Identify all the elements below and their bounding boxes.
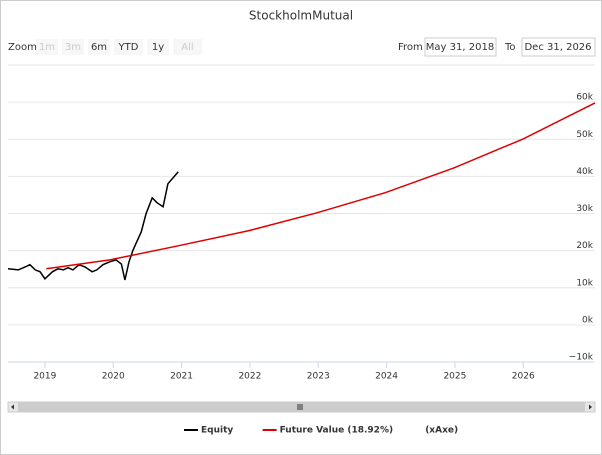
to-input[interactable] — [521, 37, 596, 57]
to-label: To — [504, 42, 516, 53]
y-tick-label: 20k — [576, 241, 593, 251]
scrollbar[interactable] — [7, 401, 596, 413]
range-button[interactable] — [88, 39, 110, 55]
range-button[interactable] — [36, 39, 58, 55]
range-button[interactable] — [173, 39, 202, 55]
from-input[interactable] — [424, 37, 497, 57]
range-button-label[interactable]: YTD — [118, 42, 139, 53]
x-tick-label: 2021 — [170, 372, 193, 382]
legend-label[interactable]: Future Value (18.92%) — [280, 426, 393, 436]
x-tick-label: 2019 — [33, 372, 56, 382]
x-tick-label: 2026 — [512, 372, 535, 382]
to-date[interactable]: Dec 31, 2026 — [524, 42, 591, 53]
series-line — [7, 171, 179, 281]
scroll-right[interactable] — [589, 404, 592, 410]
chart-title: StockholmMutual — [249, 9, 353, 23]
scrollbar-grip — [297, 404, 303, 410]
x-tick-label: 2024 — [375, 372, 398, 382]
range-button[interactable] — [62, 39, 84, 55]
range-button[interactable] — [147, 39, 169, 55]
y-tick-label: 30k — [576, 204, 593, 214]
x-tick-label: 2020 — [102, 372, 125, 382]
y-tick-label: 60k — [576, 93, 593, 103]
range-button-label[interactable]: All — [181, 42, 193, 53]
legend-label[interactable]: Equity — [201, 426, 233, 436]
y-tick-label: −10k — [569, 353, 594, 363]
x-tick-label: 2022 — [238, 372, 261, 382]
y-tick-label: 0k — [582, 315, 594, 325]
range-button-label[interactable]: 6m — [91, 42, 107, 53]
series-line — [46, 102, 596, 270]
y-tick-label: 10k — [576, 278, 593, 288]
range-button-label[interactable]: 1y — [152, 42, 164, 53]
from-date[interactable]: May 31, 2018 — [426, 42, 494, 53]
x-tick-label: 2025 — [443, 372, 466, 382]
range-button-label[interactable]: 1m — [39, 42, 55, 53]
range-button-label[interactable]: 3m — [65, 42, 81, 53]
x-tick-label: 2023 — [307, 372, 330, 382]
from-label: From — [398, 42, 423, 53]
y-tick-label: 40k — [576, 167, 593, 177]
y-tick-label: 50k — [576, 130, 593, 140]
legend-label[interactable]: (xAxe) — [425, 426, 458, 436]
range-button[interactable] — [114, 39, 143, 55]
scroll-left[interactable] — [11, 404, 14, 410]
zoom-label: Zoom — [8, 42, 37, 53]
